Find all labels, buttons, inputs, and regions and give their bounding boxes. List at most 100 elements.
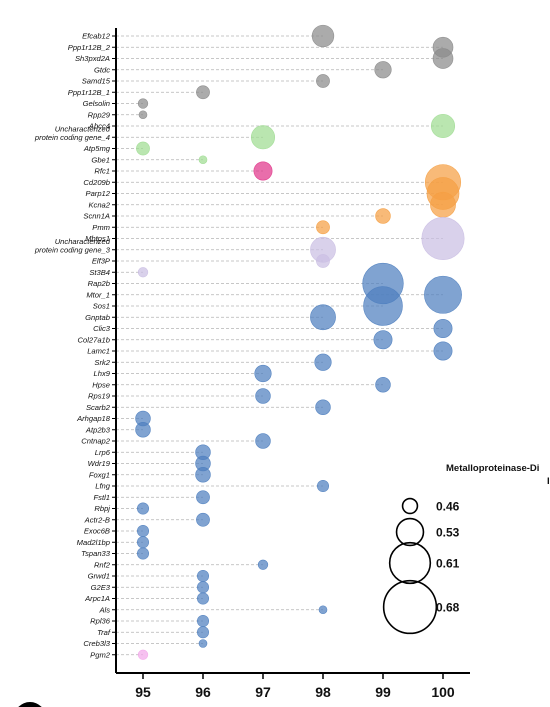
gene-label: Grwd1 <box>88 572 110 581</box>
data-point <box>136 536 150 549</box>
data-point <box>196 85 210 100</box>
x-tick-label: 95 <box>135 684 151 700</box>
gene-label: Clic3 <box>93 324 111 333</box>
legend-size-circle <box>388 541 432 585</box>
gene-label: Samd15 <box>82 77 111 86</box>
axes <box>115 28 470 674</box>
data-points <box>135 24 465 660</box>
gene-label: St3B4 <box>89 268 110 277</box>
data-point <box>250 125 276 150</box>
gene-label: Exoc6B <box>84 527 110 536</box>
data-point <box>433 341 453 361</box>
gene-label: Gnptab <box>85 313 110 322</box>
gene-label: Col27a1b <box>77 335 110 344</box>
gene-label: Uncharacterized <box>55 237 111 246</box>
gene-label: Lhx9 <box>94 369 111 378</box>
gene-label: Sos1 <box>93 302 110 311</box>
gene-label: Abcc4 <box>88 122 110 131</box>
data-point <box>255 388 271 404</box>
data-point <box>430 113 456 139</box>
data-point <box>198 639 208 648</box>
data-point <box>314 353 332 371</box>
gene-labels: Efcab12 Ppp1r12B_2 Sh3pxd2A Gtdc Samd15 Ppp1r… <box>34 32 111 660</box>
gene-label: Actr2-B <box>84 515 110 524</box>
legend-size-label: 0.61 <box>436 557 460 571</box>
legend-size-circle <box>395 517 425 547</box>
gene-label: Gbe1 <box>91 155 110 164</box>
gene-label: Parp12 <box>86 189 111 198</box>
data-point <box>316 479 330 493</box>
gene-label: Gtdc <box>94 65 110 74</box>
gene-label: Cntnap2 <box>81 437 110 446</box>
data-point <box>430 191 456 218</box>
data-point <box>136 141 150 156</box>
data-point <box>196 581 210 594</box>
data-point <box>373 330 393 350</box>
data-point <box>255 433 271 449</box>
data-point <box>363 286 403 326</box>
data-point <box>136 524 150 538</box>
gene-label: Foxg1 <box>89 470 110 479</box>
gene-label: Creb3l3 <box>83 639 110 648</box>
data-point <box>195 467 211 483</box>
data-point <box>196 512 210 527</box>
data-point <box>196 569 210 583</box>
gene-label: Kcna2 <box>88 200 110 209</box>
x-tick-label: 98 <box>315 684 331 700</box>
data-point <box>316 220 330 235</box>
legend-size-label: 0.53 <box>436 526 460 540</box>
gene-label: Mbtps1 <box>85 234 110 243</box>
legend-title: Metalloproteinase-Di <box>446 463 539 474</box>
gene-label: Gelsolin <box>83 99 110 108</box>
data-point <box>311 24 335 48</box>
gene-label: Rbpj <box>94 504 110 513</box>
gene-label: Pmm <box>92 223 110 232</box>
data-point <box>137 98 149 109</box>
gene-label: Lfng <box>95 482 111 491</box>
gene-label: Elf3P <box>92 257 111 266</box>
gene-label: Sh3pxd2A <box>75 54 110 63</box>
legend-title-line2: I <box>547 476 550 487</box>
x-axis-ticks: 95 96 97 98 99 100 <box>135 673 455 700</box>
x-tick-label: 99 <box>375 684 391 700</box>
gene-label: Ppp1r12B_2 <box>68 43 111 52</box>
gene-label: Mad2l1bp <box>77 538 110 547</box>
data-point <box>310 304 336 331</box>
gene-label: Scarb2 <box>86 403 111 412</box>
data-point <box>421 217 465 261</box>
gene-label-line2: protein coding gene_3 <box>34 245 111 254</box>
gene-label: Ppp1r12B_1 <box>68 88 110 97</box>
gene-label: Lrp6 <box>95 448 111 457</box>
data-point <box>137 267 149 278</box>
x-tick-label: 97 <box>255 684 271 700</box>
gene-label: Pgm2 <box>90 650 111 659</box>
gene-label: Hpse <box>92 380 110 389</box>
gene-label: Srk2 <box>94 358 110 367</box>
data-point <box>254 364 272 383</box>
data-point <box>316 254 330 268</box>
gene-label: Atp5mg <box>83 144 111 153</box>
data-point <box>424 275 462 314</box>
size-legend: Metalloproteinase-Di I 0.46 0.53 0.61 0.68 <box>382 463 550 635</box>
gene-label: Rap2b <box>88 279 110 288</box>
legend-size-label: 0.46 <box>436 500 460 514</box>
gene-label: Tspan33 <box>81 549 111 558</box>
data-point <box>318 605 328 615</box>
data-point <box>374 61 392 79</box>
data-point <box>432 48 454 69</box>
legend-size-circle <box>382 579 438 635</box>
gene-label: Efcab12 <box>82 32 111 41</box>
data-point <box>196 490 210 505</box>
legend-size-circle <box>401 497 419 515</box>
data-point <box>433 319 453 338</box>
gene-label: Rps19 <box>88 392 111 401</box>
data-point <box>196 626 210 639</box>
gene-label: Arhgap18 <box>76 414 111 423</box>
x-tick-label: 96 <box>195 684 211 700</box>
gene-label: Rpp29 <box>88 110 111 119</box>
data-point <box>257 559 269 570</box>
gene-label: Mtor_1 <box>86 290 110 299</box>
gene-label: Lamc1 <box>87 347 110 356</box>
data-point <box>375 377 391 393</box>
